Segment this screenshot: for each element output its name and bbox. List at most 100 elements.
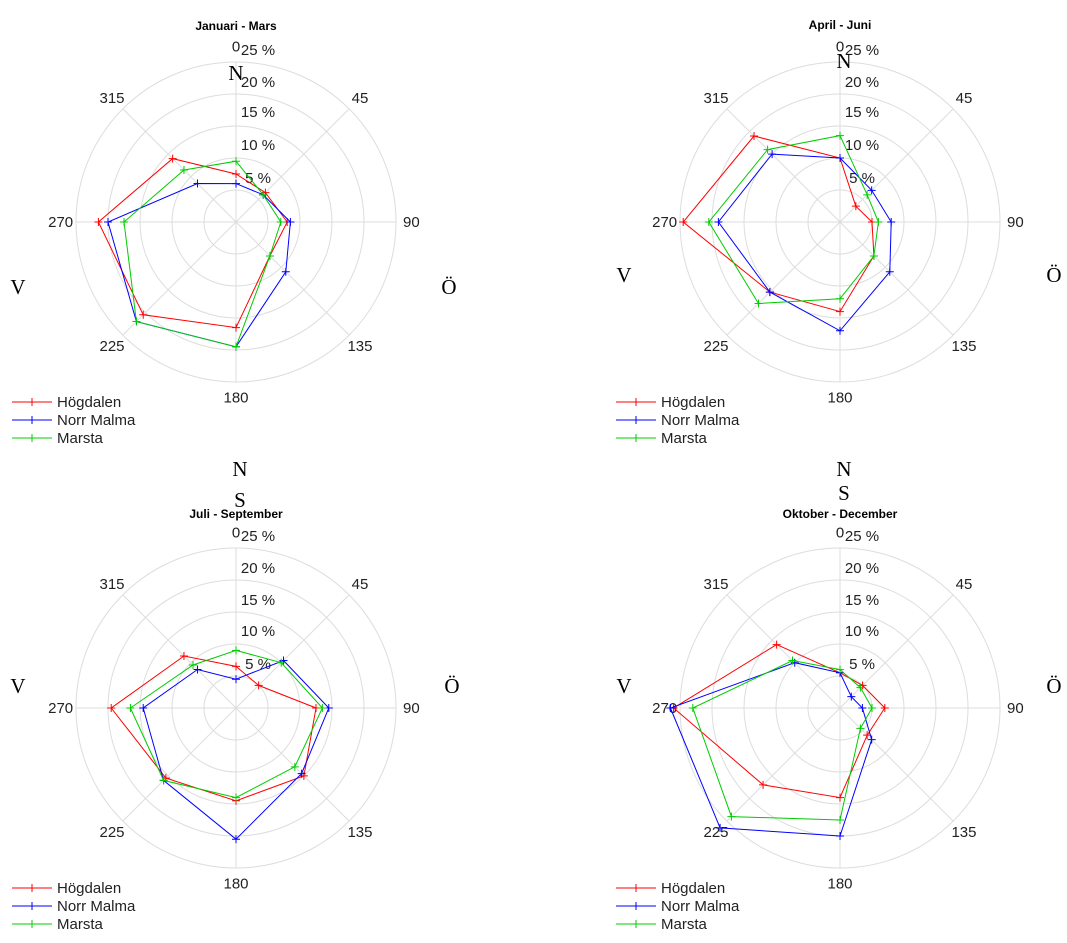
series-line bbox=[669, 662, 873, 837]
chart-title: April - Juni bbox=[809, 18, 872, 32]
angle-tick-label: 135 bbox=[347, 824, 372, 841]
data-point bbox=[297, 769, 306, 778]
data-point bbox=[836, 131, 844, 140]
wind-rose-panel: 5 %10 %15 %20 %25 %04590135180225270315N… bbox=[10, 457, 459, 933]
data-point bbox=[104, 218, 112, 226]
legend-marker bbox=[632, 920, 640, 928]
angular-gridline bbox=[122, 707, 237, 822]
compass-label: Ö bbox=[441, 275, 456, 299]
radial-tick-label: 5 % bbox=[849, 656, 875, 673]
radial-tick-label: 5 % bbox=[245, 170, 271, 187]
angle-tick-label: 180 bbox=[827, 389, 852, 406]
legend-marker bbox=[632, 902, 640, 910]
angle-tick-label: 90 bbox=[1007, 700, 1024, 717]
data-point bbox=[763, 145, 772, 154]
angular-gridline bbox=[235, 221, 350, 336]
data-point bbox=[193, 665, 202, 674]
data-point bbox=[666, 704, 675, 712]
angle-tick-label: 45 bbox=[956, 576, 973, 593]
data-point bbox=[179, 651, 188, 660]
angle-tick-label: 270 bbox=[48, 700, 73, 717]
legend-label: Högdalen bbox=[57, 394, 121, 411]
angular-gridline bbox=[839, 108, 954, 223]
legend-marker bbox=[28, 434, 36, 442]
compass-label: N bbox=[228, 61, 243, 85]
radial-tick-label: 25 % bbox=[845, 528, 879, 545]
data-point bbox=[869, 251, 878, 260]
data-point bbox=[867, 186, 876, 195]
angle-tick-label: 0 bbox=[232, 525, 240, 542]
radial-tick-label: 25 % bbox=[241, 528, 275, 545]
angular-gridline bbox=[726, 221, 841, 336]
radial-tick-label: 15 % bbox=[241, 592, 275, 609]
data-point bbox=[254, 681, 263, 690]
legend-marker bbox=[28, 884, 36, 892]
compass-label: Ö bbox=[444, 674, 459, 698]
angle-tick-label: 135 bbox=[347, 338, 372, 355]
data-point bbox=[887, 218, 896, 226]
data-point bbox=[259, 190, 268, 199]
data-point bbox=[772, 640, 781, 649]
angle-tick-label: 0 bbox=[232, 39, 240, 56]
data-point bbox=[768, 150, 777, 159]
angle-tick-label: 315 bbox=[703, 576, 728, 593]
radial-tick-label: 20 % bbox=[241, 74, 275, 91]
data-point bbox=[836, 326, 844, 335]
radial-tick-label: 15 % bbox=[241, 104, 275, 121]
angular-gridline bbox=[726, 108, 841, 223]
radial-tick-label: 15 % bbox=[845, 104, 879, 121]
radial-tick-label: 15 % bbox=[845, 592, 879, 609]
data-point bbox=[281, 267, 290, 276]
angle-tick-label: 45 bbox=[956, 90, 973, 107]
angular-gridline bbox=[122, 594, 237, 709]
data-point bbox=[120, 218, 128, 226]
compass-label: V bbox=[616, 674, 631, 698]
data-point bbox=[276, 218, 285, 226]
legend-marker bbox=[28, 416, 36, 424]
data-point bbox=[788, 656, 797, 665]
legend-label: Högdalen bbox=[661, 394, 725, 411]
legend-label: Norr Malma bbox=[661, 898, 740, 915]
compass-label: V bbox=[10, 275, 25, 299]
angle-tick-label: 225 bbox=[703, 338, 728, 355]
legend-label: Marsta bbox=[661, 916, 708, 933]
wind-rose-panel: 5 %10 %15 %20 %25 %04590135180225270315N… bbox=[616, 457, 1062, 933]
data-point bbox=[750, 132, 759, 141]
angle-tick-label: 45 bbox=[352, 576, 369, 593]
data-point bbox=[704, 218, 713, 226]
angular-gridline bbox=[839, 594, 954, 709]
data-point bbox=[318, 704, 327, 712]
angular-gridline bbox=[839, 707, 954, 822]
angular-gridline bbox=[235, 108, 350, 223]
angular-gridline bbox=[839, 221, 954, 336]
angle-tick-label: 90 bbox=[403, 700, 420, 717]
data-point bbox=[132, 317, 141, 326]
compass-label: V bbox=[10, 674, 25, 698]
angle-tick-label: 315 bbox=[99, 90, 124, 107]
data-point bbox=[874, 218, 883, 226]
data-point bbox=[679, 218, 688, 226]
data-point bbox=[868, 704, 876, 712]
radial-tick-label: 20 % bbox=[845, 74, 879, 91]
legend-marker bbox=[28, 902, 36, 910]
chart-title: Januari - Mars bbox=[195, 19, 277, 33]
radial-tick-label: 10 % bbox=[241, 623, 275, 640]
radial-tick-label: 20 % bbox=[241, 560, 275, 577]
compass-label: N bbox=[232, 457, 247, 481]
data-point bbox=[139, 310, 148, 319]
radial-tick-label: 10 % bbox=[845, 623, 879, 640]
legend-marker bbox=[632, 416, 640, 424]
data-point bbox=[885, 267, 894, 276]
radial-tick-label: 25 % bbox=[845, 42, 879, 59]
angular-gridline bbox=[122, 221, 237, 336]
data-point bbox=[836, 307, 844, 316]
data-point bbox=[851, 202, 860, 211]
compass-label: Ö bbox=[1046, 263, 1061, 287]
data-point bbox=[836, 816, 844, 824]
angle-tick-label: 270 bbox=[48, 214, 73, 231]
data-point bbox=[856, 683, 865, 692]
data-point bbox=[754, 299, 763, 308]
angle-tick-label: 180 bbox=[223, 389, 248, 406]
